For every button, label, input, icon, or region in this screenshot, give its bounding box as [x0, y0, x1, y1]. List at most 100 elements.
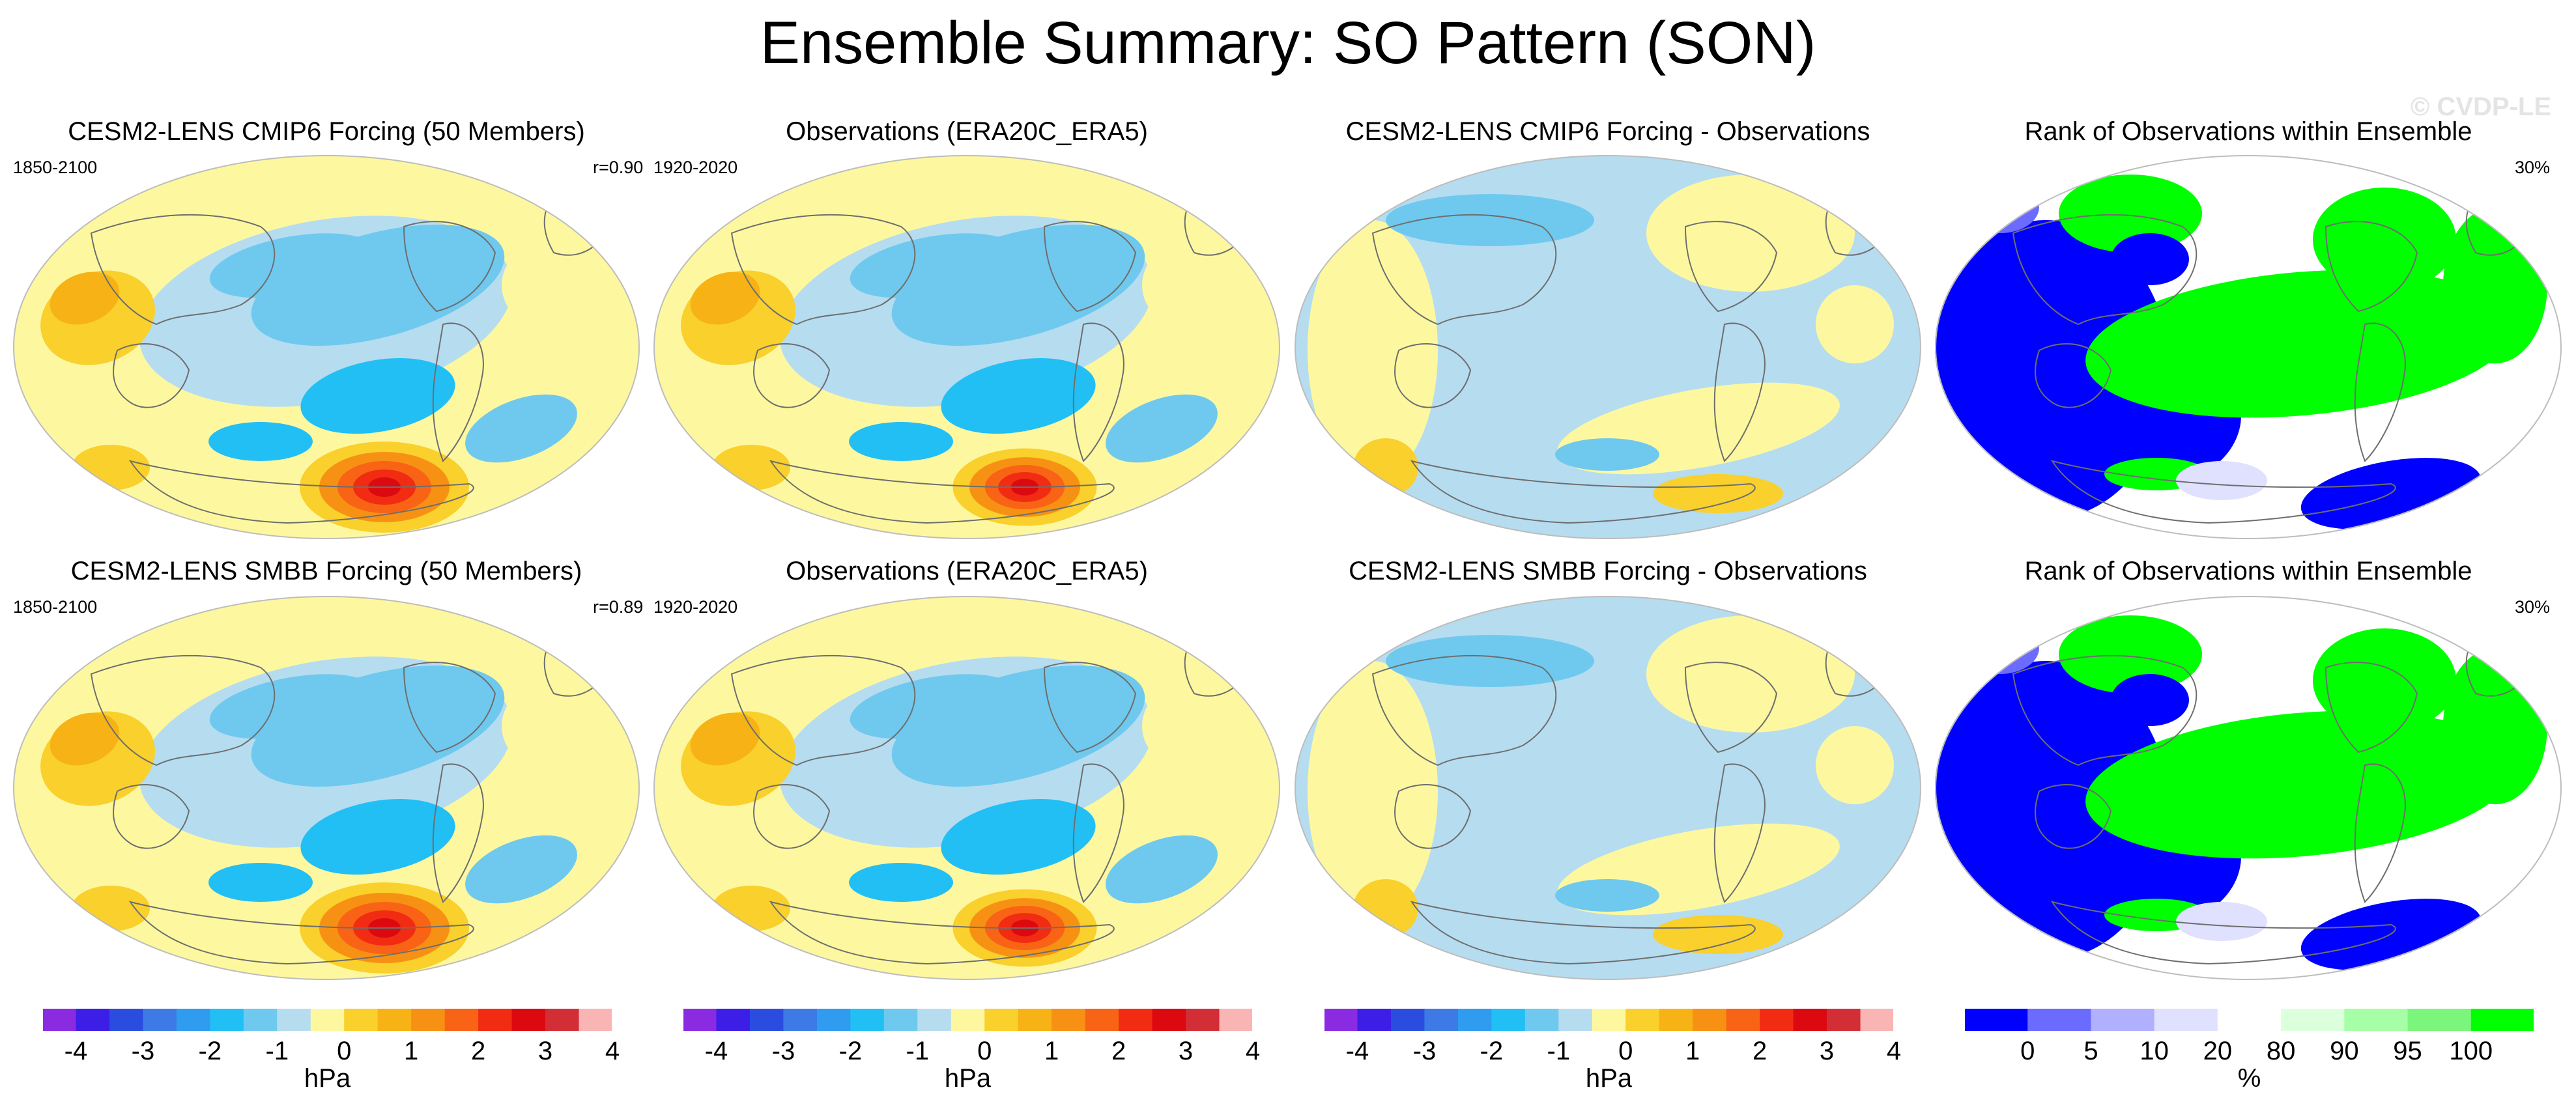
colorbar-tick-label: -4 [1345, 1037, 1369, 1065]
positive-anomaly-core [1353, 438, 1418, 497]
negative-anomaly-core [1555, 879, 1659, 912]
panel-title: CESM2-LENS CMIP6 Forcing (50 Members) [68, 117, 585, 146]
colorbar-swatch [444, 1008, 479, 1032]
colorbar-swatch [143, 1008, 177, 1032]
colorbar-swatch [277, 1008, 311, 1032]
colorbar-swatch [1625, 1008, 1660, 1032]
coastline [2035, 343, 2112, 408]
colorbar-tick-label: 95 [2393, 1037, 2422, 1065]
colorbar-swatch [1219, 1008, 1253, 1032]
world-map [13, 155, 640, 539]
colorbar-swatch [2281, 1008, 2345, 1032]
panel-title: Rank of Observations within Ensemble [2024, 557, 2472, 585]
colorbar-tick-label: 1 [1044, 1037, 1059, 1065]
colorbar-swatch [579, 1008, 612, 1032]
colorbar-tick-label: -1 [265, 1037, 289, 1065]
colorbar-swatch [951, 1008, 985, 1032]
panel-title: CESM2-LENS CMIP6 Forcing - Observations [1345, 117, 1870, 146]
colorbar-swatch [1424, 1008, 1459, 1032]
negative-anomaly-core [849, 422, 953, 461]
colorbar-swatch [2344, 1008, 2409, 1032]
high-rank-region [2313, 628, 2456, 733]
colorbar-swatch [883, 1008, 918, 1032]
colorbar-swatch [344, 1008, 379, 1032]
positive-anomaly-region [1646, 615, 1855, 733]
colorbar-swatch [2091, 1008, 2155, 1032]
field-layer [653, 596, 1280, 980]
coastline [730, 214, 916, 326]
coastline [2050, 460, 2396, 524]
colorbar-swatch [816, 1008, 851, 1032]
coastline-layer [1371, 204, 1889, 524]
negative-anomaly-core [208, 422, 313, 461]
low-rank-region [1961, 181, 2039, 233]
coastline [730, 654, 916, 766]
colorbar-tick-label: -2 [198, 1037, 222, 1065]
positive-anomaly-core [50, 272, 120, 325]
positive-anomaly-region [502, 681, 606, 772]
colorbar-tick-label: 0 [2020, 1037, 2035, 1065]
coastline [432, 322, 484, 462]
coastline [753, 784, 831, 849]
colorbar-tick-label: 1 [1685, 1037, 1700, 1065]
coastline [1394, 343, 1472, 408]
colorbar-tick-label: 20 [2203, 1037, 2233, 1065]
negative-anomaly-band [209, 233, 377, 298]
colorbar-swatch [2407, 1008, 2472, 1032]
colorbar-swatch [917, 1008, 952, 1032]
colorbar [683, 1008, 1253, 1032]
negative-anomaly-core [1555, 438, 1659, 471]
coastline [1072, 763, 1124, 903]
colorbar-swatch [42, 1008, 76, 1032]
negative-anomaly-band [1386, 635, 1594, 687]
colorbar-tick-label: 4 [1245, 1037, 1261, 1065]
coastline [128, 460, 474, 524]
negative-anomaly-core [300, 358, 455, 434]
coastline [90, 654, 276, 766]
colorbar-tick-label: 80 [2266, 1037, 2296, 1065]
coastline [1684, 221, 1778, 313]
colorbar-tick-label: 3 [537, 1037, 553, 1065]
colorbar-swatch [2470, 1008, 2534, 1032]
coastline-layer [90, 645, 607, 965]
negative-anomaly-core [465, 394, 577, 463]
coastline [113, 784, 190, 849]
positive-anomaly-core [1653, 474, 1783, 513]
colorbar-swatch [545, 1008, 580, 1032]
low-rank-region [1961, 622, 2039, 674]
colorbar-swatch [1186, 1008, 1220, 1032]
colorbar-swatch [749, 1008, 784, 1032]
field-layer [13, 596, 640, 980]
coastline-layer [2012, 645, 2529, 965]
high-rank-region [2085, 270, 2514, 418]
negative-anomaly-band [850, 233, 1018, 298]
coastline [1394, 784, 1472, 849]
stat-label: r=0.89 [593, 597, 644, 617]
colorbar-swatch [984, 1008, 1019, 1032]
colorbar-tick-label: 4 [605, 1037, 620, 1065]
colorbar-tick-label: -4 [704, 1037, 728, 1065]
high-rank-region [2059, 175, 2202, 253]
page-title: Ensemble Summary: SO Pattern (SON) [760, 10, 1816, 76]
colorbar-swatch [1152, 1008, 1186, 1032]
positive-anomaly-core [1353, 879, 1418, 938]
coastline [2325, 662, 2418, 753]
colorbar-swatch [109, 1008, 143, 1032]
colorbar-swatch [1357, 1008, 1392, 1032]
low-rank-region [2111, 674, 2189, 726]
coastline [1072, 322, 1124, 462]
colorbar-swatch [1827, 1008, 1861, 1032]
coastline [1043, 221, 1137, 313]
coastline [90, 214, 276, 326]
colorbar-tick-label: -2 [1480, 1037, 1504, 1065]
colorbar-swatch [1324, 1008, 1358, 1032]
map-border [653, 155, 1280, 539]
positive-anomaly-region [502, 240, 606, 331]
panel-title: Observations (ERA20C_ERA5) [786, 117, 1148, 146]
negative-anomaly-core [1106, 835, 1218, 904]
colorbar-tick-label: 0 [1618, 1037, 1633, 1065]
colorbar-swatch [1659, 1008, 1693, 1032]
negative-anomaly-core [208, 863, 313, 902]
coastline [1713, 322, 1766, 462]
negative-anomaly-band [209, 674, 377, 739]
